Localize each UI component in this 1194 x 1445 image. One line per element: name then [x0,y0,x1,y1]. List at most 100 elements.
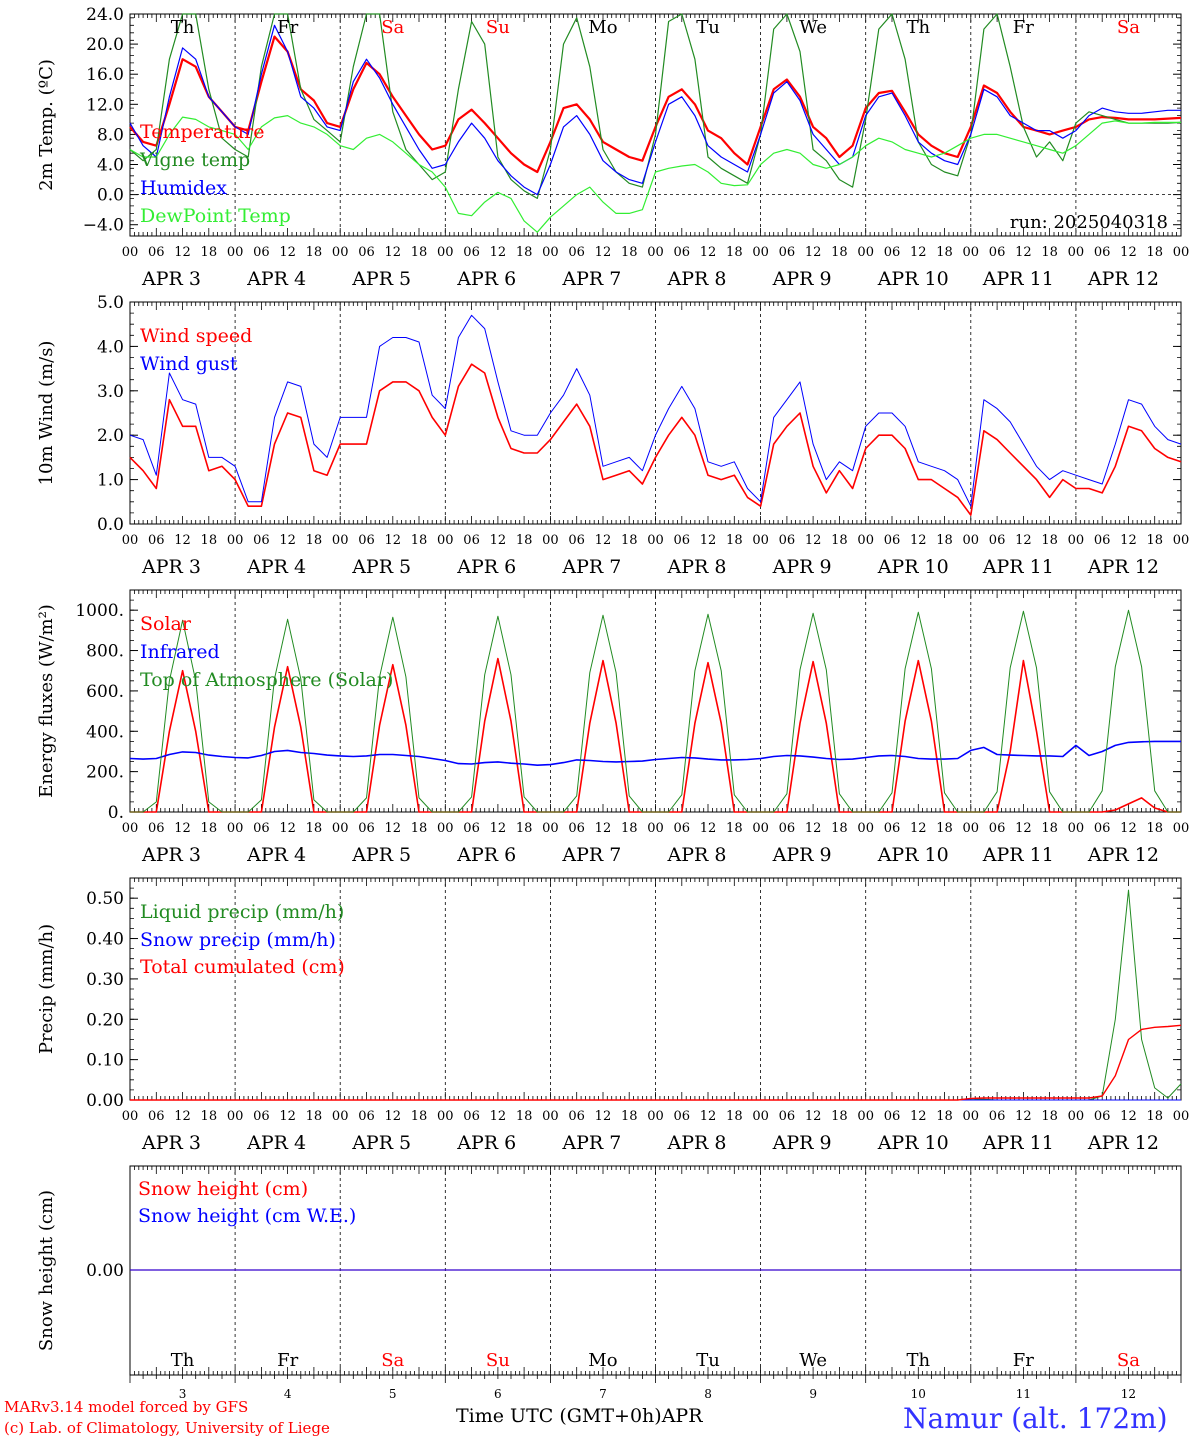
x-hour-label: 00 [542,533,559,548]
x-date-label: APR 5 [351,268,411,290]
x-hour-label: 18 [516,821,533,836]
x-hour-label: 12 [700,1109,717,1124]
x-hour-label: 12 [805,821,822,836]
x-axis-ticks-bottom [129,1375,1182,1383]
day-label: Fr [1013,1350,1034,1371]
y-tick-label: 0.0 [97,515,124,535]
series-line-3 [130,609,1181,813]
x-hour-label: 12 [490,245,507,260]
legend-entry: Wind gust [140,353,238,375]
x-hour-label: 00 [1173,1109,1190,1124]
x-hour-label: 18 [831,821,848,836]
y-tick-label: 5.0 [97,293,124,313]
x-axis-ticks [129,1166,1182,1375]
y-tick-label: −4.0 [83,216,124,236]
x-hour-label: 00 [857,533,874,548]
y-axis-label: Energy fluxes (W/m²) [36,604,57,798]
day-label: Fr [1013,17,1034,38]
x-hour-label: 06 [253,1109,270,1124]
x-hour-label: 18 [1146,821,1163,836]
y-tick-label: 2.0 [97,426,124,446]
x-date-label: APR 6 [456,268,516,290]
x-hour-label: 06 [779,533,796,548]
x-hour-label: 18 [516,1109,533,1124]
x-hour-label: 06 [884,245,901,260]
x-hour-label: 00 [122,1109,139,1124]
y-tick-label: 4.0 [97,337,124,357]
x-hour-label: 18 [621,245,638,260]
x-hour-label: 00 [437,1109,454,1124]
x-hour-label: 18 [411,533,428,548]
x-hour-label: 00 [647,245,664,260]
x-hour-label: 00 [332,533,349,548]
x-hour-label: 18 [306,821,323,836]
x-hour-label: 00 [1173,821,1190,836]
x-hour-label: 00 [752,821,769,836]
x-hour-label: 00 [437,533,454,548]
y-tick-label: 0.50 [86,889,124,909]
day-number: 6 [494,1387,502,1401]
x-date-label: APR 7 [561,556,621,578]
x-hour-label: 06 [989,245,1006,260]
y-tick-label: 0.20 [86,1010,124,1030]
day-label: Mo [588,17,617,38]
y-tick-label: 200. [86,763,124,783]
y-tick-label: 0.40 [86,930,124,950]
x-hour-label: 12 [700,821,717,836]
panel-1: −4.0 0.0 4.0 8.0 12.0 16.0 20.0 24.0 2m Temp. (º… [36,5,1189,290]
x-hour-label: 06 [253,821,270,836]
x-hour-label: 12 [1120,245,1137,260]
day-label: Th [171,17,195,38]
x-hour-label: 12 [1120,821,1137,836]
x-hour-label: 12 [910,821,927,836]
x-date-label: APR 7 [561,268,621,290]
day-number: 10 [911,1387,926,1401]
series-line-4 [129,114,1181,233]
x-hour-label: 00 [227,533,244,548]
day-label: Sa [1117,1350,1140,1371]
x-hour-label: 06 [148,1109,165,1124]
y-tick-label: 8.0 [97,125,124,145]
x-hour-label: 18 [726,245,743,260]
day-number: 4 [284,1387,292,1401]
x-hour-label: 00 [227,1109,244,1124]
y-tick-label: 1.0 [97,471,124,491]
legend-entry: Wind speed [140,325,252,347]
day-label: Sa [381,17,404,38]
x-hour-label: 12 [279,821,296,836]
run-annotation: run: 2025040318 [1010,212,1168,233]
x-hour-label: 06 [674,533,691,548]
y-axis-label: Snow height (cm) [36,1190,57,1351]
x-hour-label: 06 [674,821,691,836]
day-number: 9 [809,1387,817,1401]
x-date-label: APR 12 [1087,1132,1159,1154]
x-hour-label: 18 [726,821,743,836]
x-hour-label: 00 [857,1109,874,1124]
x-hour-label: 18 [1041,533,1058,548]
panel-2: 0.0 1.0 2.0 3.0 4.0 5.0 10m Wind (m/s) Wind spe… [36,293,1189,578]
x-hour-label: 00 [1173,533,1190,548]
x-date-label: APR 4 [246,844,306,866]
x-hour-label: 18 [831,1109,848,1124]
y-tick-label: 24.0 [86,5,124,25]
x-date-label: APR 3 [141,556,201,578]
panel-4: 0.00 0.10 0.20 0.30 0.40 0.50 Precip (mm/h) Liq… [36,877,1190,1154]
day-number: 12 [1121,1387,1136,1401]
x-date-label: APR 6 [456,556,516,578]
y-tick-label: 1000. [75,601,124,621]
panel-5: 0.00 Snow height (cm) Snow height (cm) Snow… [36,1165,1182,1401]
x-hour-label: 18 [1041,1109,1058,1124]
x-axis-ticks [129,590,1182,812]
x-hour-label: 06 [358,1109,375,1124]
x-hour-label: 06 [779,821,796,836]
x-hour-label: 18 [726,1109,743,1124]
legend-entry: Snow height (cm W.E.) [138,1205,356,1227]
legend-entry: Liquid precip (mm/h) [140,901,344,923]
x-hour-label: 00 [963,821,980,836]
x-hour-label: 06 [148,821,165,836]
x-hour-label: 12 [279,1109,296,1124]
x-hour-label: 18 [306,245,323,260]
x-hour-label: 06 [358,821,375,836]
station-name: Namur (alt. 172m) [903,1402,1168,1435]
